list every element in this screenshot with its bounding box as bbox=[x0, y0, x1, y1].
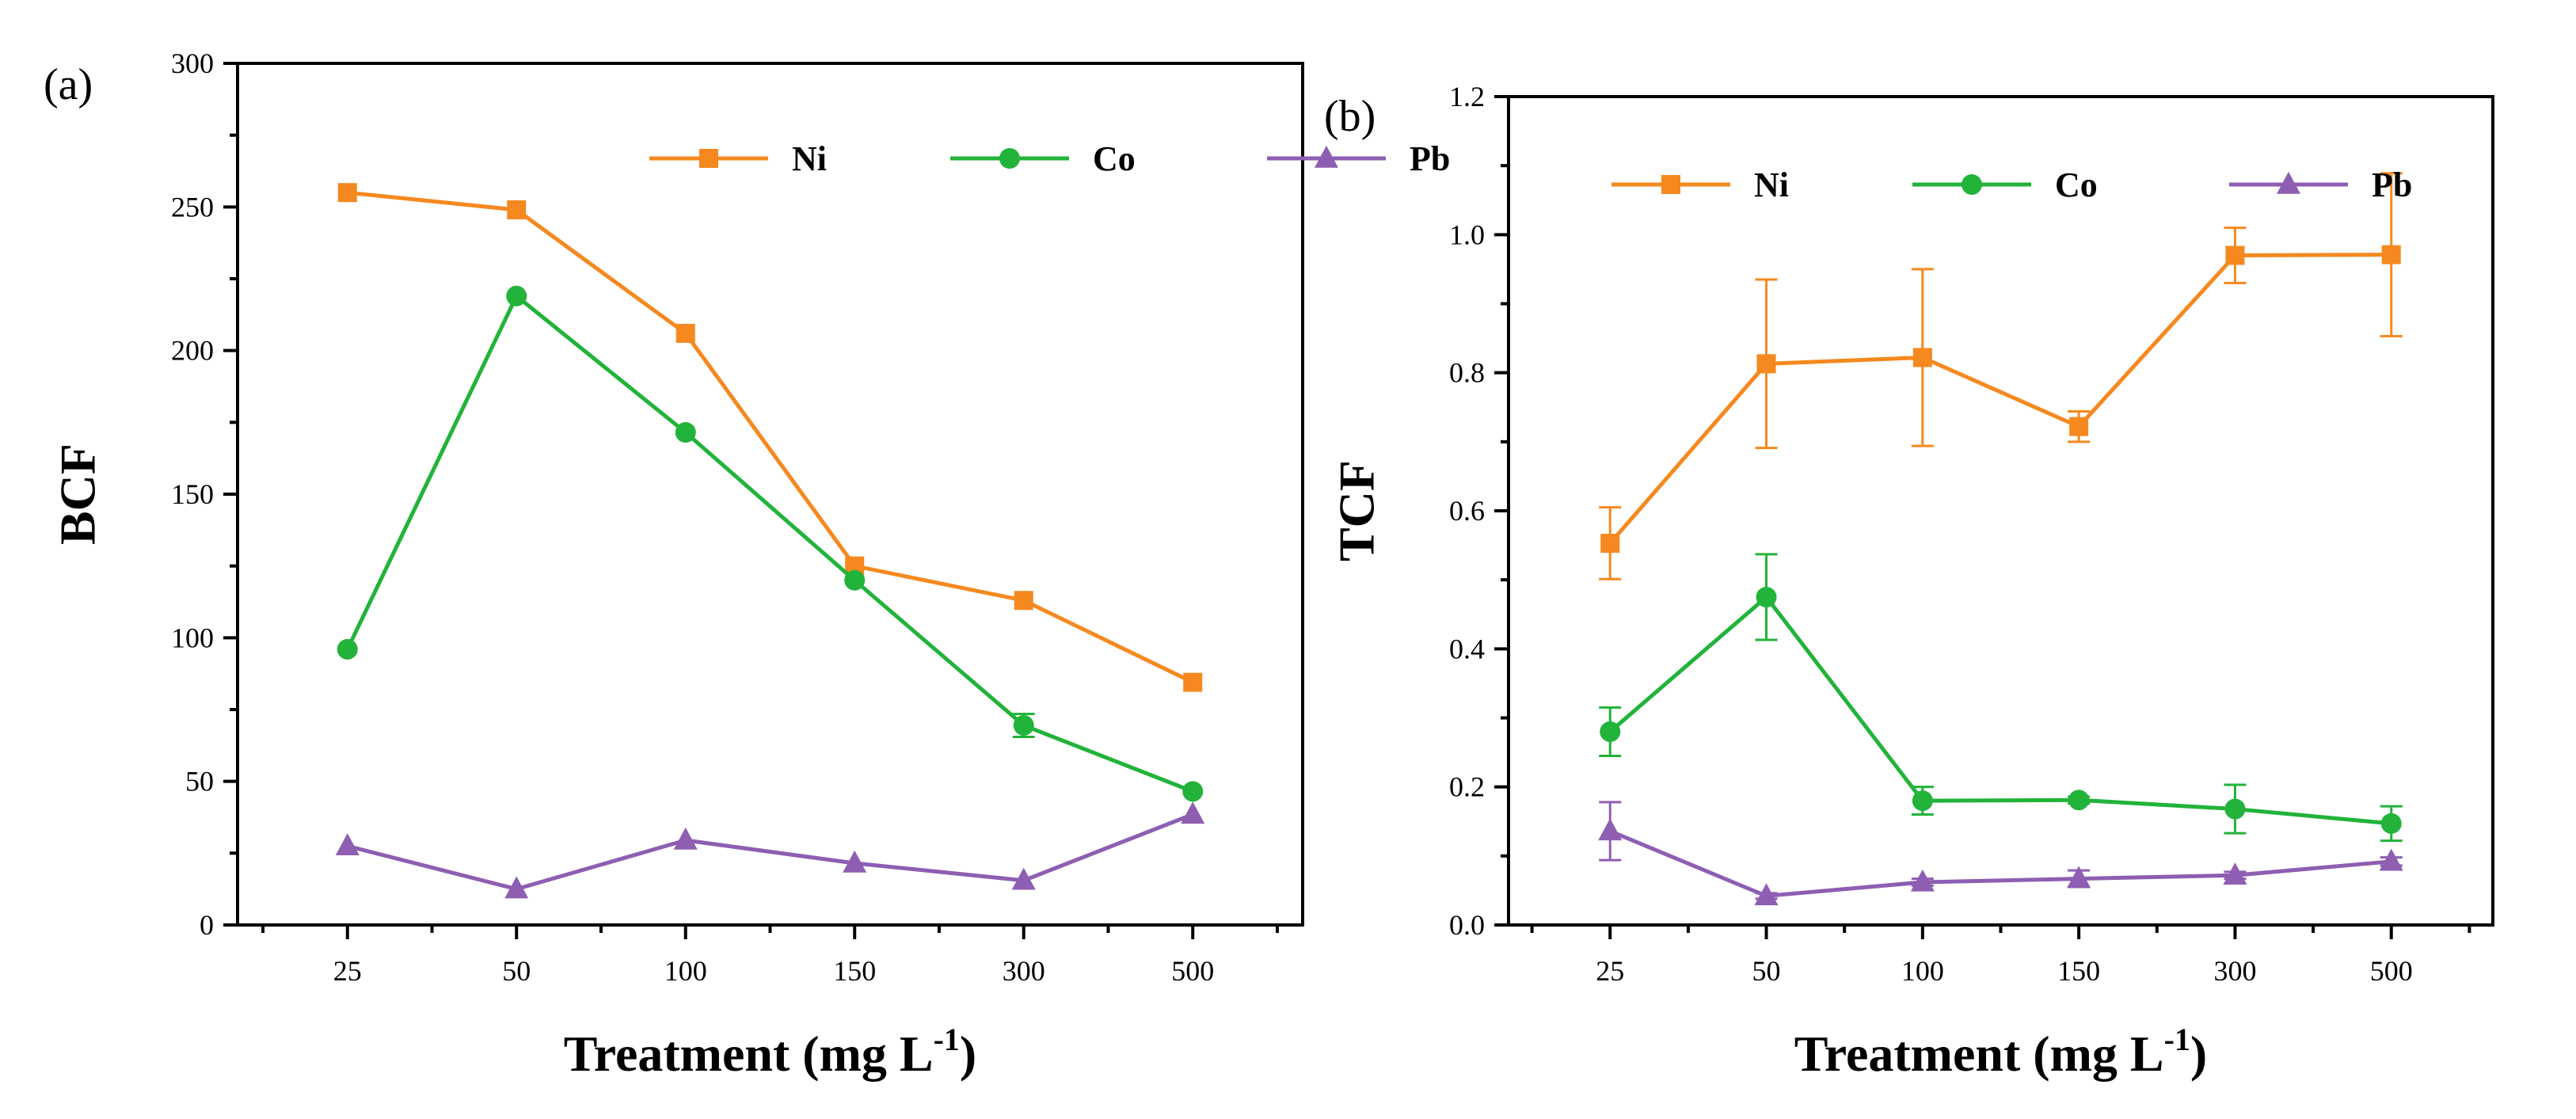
pa-y-axis-label: BCF bbox=[50, 443, 106, 545]
pb-legend-marker-co bbox=[1961, 174, 1982, 195]
pb-y-axis-label: TCF bbox=[1329, 460, 1385, 561]
pa-legend-marker-ni bbox=[699, 149, 718, 168]
pa-ytick-label: 50 bbox=[185, 766, 214, 797]
pa-ytick-label: 150 bbox=[171, 478, 214, 510]
pa-point-pb bbox=[335, 833, 360, 855]
pb-point-co bbox=[1600, 721, 1621, 742]
pa-ytick-label: 250 bbox=[171, 191, 214, 223]
pa-legend-marker-pb bbox=[1315, 145, 1338, 168]
pb-series-line-ni bbox=[1608, 253, 2391, 545]
pb-point-ni bbox=[1756, 354, 1776, 374]
pb-legend-label-pb: Pb bbox=[2372, 166, 2412, 204]
pb-ytick-label: 0.0 bbox=[1449, 909, 1485, 941]
pb-point-co bbox=[1756, 586, 1777, 607]
pb-ytick-label: 0.2 bbox=[1449, 771, 1485, 803]
pb-ytick-label: 1.0 bbox=[1449, 219, 1485, 250]
pb-legend-label-co: Co bbox=[2055, 166, 2098, 204]
pa-point-co bbox=[675, 422, 696, 443]
pa-plot-frame bbox=[236, 62, 1304, 927]
pa-point-pb bbox=[843, 850, 867, 873]
pb-point-co bbox=[2380, 813, 2402, 834]
pa-series-line-pb bbox=[347, 813, 1194, 892]
pb-point-pb bbox=[1754, 883, 1779, 906]
pb-xtick-label: 500 bbox=[2370, 955, 2413, 987]
pa-xtick-label: 100 bbox=[664, 955, 707, 987]
pa-point-co bbox=[844, 569, 866, 591]
pa-xtick-label: 500 bbox=[1171, 955, 1214, 987]
pb-point-co bbox=[2068, 790, 2090, 811]
pb-legend-marker-ni bbox=[1661, 175, 1680, 194]
pa-point-co bbox=[506, 285, 527, 306]
chart-panel-b: 0.0 0.2 0.4 0.6 0.8 1.0 1.2 25 50 100 150 300 500 Ni C… bbox=[1324, 81, 2494, 1082]
pb-xtick-label: 25 bbox=[1596, 955, 1624, 987]
pb-xtick-label: 50 bbox=[1752, 955, 1781, 987]
pa-point-pb bbox=[1011, 867, 1036, 890]
pb-point-ni bbox=[2381, 245, 2401, 265]
pa-point-pb bbox=[504, 876, 529, 899]
pa-ytick-label: 300 bbox=[171, 48, 214, 79]
pa-ytick-label: 100 bbox=[171, 622, 214, 653]
pb-legend-label-ni: Ni bbox=[1754, 166, 1789, 204]
pb-point-pb bbox=[2223, 862, 2247, 885]
pa-point-ni bbox=[337, 183, 357, 203]
pb-point-co bbox=[2224, 798, 2246, 820]
pa-panel-label: (a) bbox=[44, 60, 93, 109]
pb-x-axis-label: Treatment (mg L-1) bbox=[1794, 1022, 2207, 1082]
pb-legend-marker-pb bbox=[2277, 171, 2300, 194]
pa-ytick-label: 200 bbox=[171, 335, 214, 367]
pa-xtick-label: 150 bbox=[833, 955, 876, 987]
pa-series-line-co bbox=[345, 292, 1194, 794]
pb-series-line-pb bbox=[1609, 829, 2391, 898]
pa-point-pb bbox=[1181, 801, 1205, 824]
pa-xtick-label: 300 bbox=[1003, 955, 1045, 987]
pa-ytick-label: 0 bbox=[200, 909, 214, 941]
pa-legend-label-ni: Ni bbox=[792, 139, 827, 178]
pb-point-ni bbox=[1600, 533, 1620, 553]
pb-ytick-label: 0.6 bbox=[1449, 495, 1485, 527]
pb-point-ni bbox=[2225, 245, 2245, 265]
pa-point-co bbox=[337, 638, 358, 660]
pb-point-pb bbox=[2067, 866, 2091, 889]
pa-point-pb bbox=[673, 827, 698, 850]
pa-point-ni bbox=[507, 200, 527, 219]
pb-point-pb bbox=[1598, 818, 1623, 841]
chart-panel-a: 0 50 100 150 200 250 300 25 50 100 150 300 500 Ni Co Pb… bbox=[44, 48, 1450, 1082]
pb-ytick-label: 1.2 bbox=[1449, 81, 1485, 112]
pa-point-ni bbox=[1014, 591, 1033, 611]
pa-point-ni bbox=[1183, 672, 1203, 692]
pb-point-ni bbox=[1912, 348, 1932, 367]
pb-point-ni bbox=[2069, 417, 2089, 436]
pa-point-co bbox=[1013, 714, 1034, 736]
pb-ytick-label: 0.4 bbox=[1449, 633, 1485, 664]
pa-xtick-label: 25 bbox=[333, 955, 362, 987]
pa-legend-label-pb: Pb bbox=[1410, 139, 1450, 178]
pb-ytick-label: 0.8 bbox=[1449, 357, 1485, 389]
pa-legend-marker-co bbox=[999, 148, 1020, 169]
pa-point-co bbox=[1182, 781, 1204, 802]
pa-xtick-label: 50 bbox=[502, 955, 531, 987]
pa-legend-label-co: Co bbox=[1093, 139, 1136, 178]
pb-point-pb bbox=[1910, 869, 1935, 892]
pb-series-line-co bbox=[1608, 594, 2391, 826]
pb-point-pb bbox=[2379, 848, 2403, 871]
pb-xtick-label: 300 bbox=[2213, 955, 2256, 987]
pa-point-ni bbox=[675, 323, 695, 343]
pb-point-co bbox=[1912, 790, 1933, 812]
pb-xtick-label: 100 bbox=[1901, 955, 1944, 987]
pa-series-line-ni bbox=[347, 190, 1194, 684]
pb-xtick-label: 150 bbox=[2057, 955, 2100, 987]
pb-panel-label: (b) bbox=[1324, 92, 1376, 141]
pa-x-axis-label: Treatment (mg L-1) bbox=[564, 1022, 976, 1082]
